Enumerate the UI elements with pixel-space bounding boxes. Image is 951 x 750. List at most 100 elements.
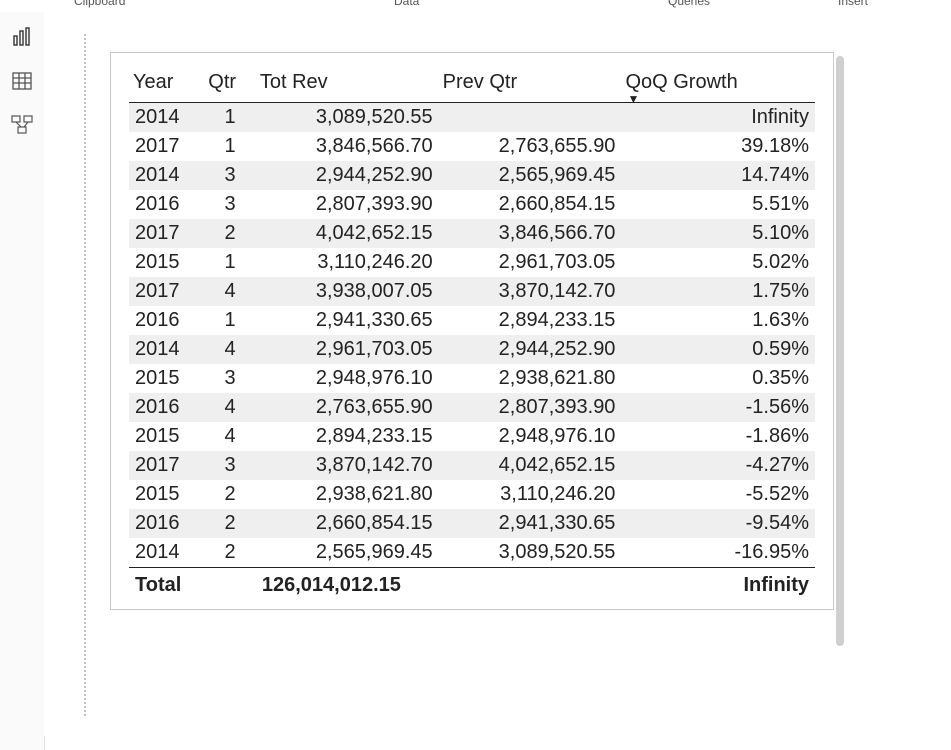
cell-qtr: 2 — [204, 509, 256, 538]
cell-prev: 2,660,854.15 — [439, 190, 622, 219]
cell-rev: 2,941,330.65 — [256, 306, 439, 335]
table-row[interactable]: 201733,870,142.704,042,652.15-4.27% — [129, 451, 815, 480]
total-label: Total — [129, 568, 256, 600]
cell-year: 2016 — [129, 509, 204, 538]
cell-rev: 4,042,652.15 — [256, 219, 439, 248]
cell-qoq: -16.95% — [621, 538, 815, 568]
cell-year: 2014 — [129, 335, 204, 364]
table-row[interactable]: 201713,846,566.702,763,655.9039.18% — [129, 132, 815, 161]
cell-qoq: -9.54% — [621, 509, 815, 538]
cell-prev: 2,941,330.65 — [439, 509, 622, 538]
report-view-button[interactable] — [11, 26, 33, 48]
cell-qtr: 1 — [204, 103, 256, 133]
cell-prev — [439, 103, 622, 133]
cell-rev: 2,944,252.90 — [256, 161, 439, 190]
view-rail — [0, 12, 45, 750]
cell-qtr: 4 — [204, 393, 256, 422]
cell-rev: 2,660,854.15 — [256, 509, 439, 538]
table-row[interactable]: 201522,938,621.803,110,246.20-5.52% — [129, 480, 815, 509]
model-view-button[interactable] — [11, 114, 33, 136]
cell-rev: 2,948,976.10 — [256, 364, 439, 393]
cell-rev: 3,089,520.55 — [256, 103, 439, 133]
col-header-year[interactable]: Year — [129, 65, 204, 103]
table-row[interactable]: 201612,941,330.652,894,233.151.63% — [129, 306, 815, 335]
table-row[interactable]: 201642,763,655.902,807,393.90-1.56% — [129, 393, 815, 422]
cell-qoq: -1.86% — [621, 422, 815, 451]
col-header-rev[interactable]: Tot Rev — [256, 65, 439, 103]
cell-rev: 2,938,621.80 — [256, 480, 439, 509]
table-row[interactable]: 201513,110,246.202,961,703.055.02% — [129, 248, 815, 277]
cell-qoq: 39.18% — [621, 132, 815, 161]
ribbon-group-insert: Insert — [838, 0, 868, 8]
cell-year: 2015 — [129, 422, 204, 451]
vertical-scrollbar[interactable] — [836, 56, 844, 646]
cell-prev: 2,948,976.10 — [439, 422, 622, 451]
table-row[interactable]: 201743,938,007.053,870,142.701.75% — [129, 277, 815, 306]
table-total-row: Total 126,014,012.15 Infinity — [129, 568, 815, 600]
cell-year: 2017 — [129, 277, 204, 306]
table-icon — [12, 71, 32, 91]
cell-prev: 2,894,233.15 — [439, 306, 622, 335]
cell-prev: 3,110,246.20 — [439, 480, 622, 509]
model-icon — [11, 115, 33, 135]
cell-qtr: 2 — [204, 219, 256, 248]
ribbon-group-clipboard: Clipboard — [74, 0, 125, 8]
total-prev — [439, 568, 622, 600]
cell-rev: 2,565,969.45 — [256, 538, 439, 568]
qoq-table: Year Qtr Tot Rev Prev Qtr QoQ Growth ▼ 2… — [129, 65, 815, 599]
cell-year: 2017 — [129, 451, 204, 480]
cell-prev: 2,763,655.90 — [439, 132, 622, 161]
col-header-qtr[interactable]: Qtr — [204, 65, 256, 103]
cell-year: 2015 — [129, 364, 204, 393]
table-row[interactable]: 201432,944,252.902,565,969.4514.74% — [129, 161, 815, 190]
cell-qoq: 5.02% — [621, 248, 815, 277]
table-row[interactable]: 201542,894,233.152,948,976.10-1.86% — [129, 422, 815, 451]
cell-qoq: -4.27% — [621, 451, 815, 480]
cell-prev: 4,042,652.15 — [439, 451, 622, 480]
table-row[interactable]: 201442,961,703.052,944,252.900.59% — [129, 335, 815, 364]
table-row[interactable]: 201724,042,652.153,846,566.705.10% — [129, 219, 815, 248]
cell-qtr: 2 — [204, 480, 256, 509]
table-body: 201413,089,520.55Infinity201713,846,566.… — [129, 103, 815, 568]
cell-year: 2014 — [129, 538, 204, 568]
ribbon-group-data: Data — [394, 0, 419, 8]
canvas-guide-line — [84, 34, 86, 716]
table-row[interactable]: 201632,807,393.902,660,854.155.51% — [129, 190, 815, 219]
cell-year: 2016 — [129, 190, 204, 219]
bar-chart-icon — [12, 27, 32, 47]
cell-qoq: 1.75% — [621, 277, 815, 306]
cell-qtr: 1 — [204, 306, 256, 335]
table-row[interactable]: 201622,660,854.152,941,330.65-9.54% — [129, 509, 815, 538]
cell-rev: 3,938,007.05 — [256, 277, 439, 306]
cell-qoq: -5.52% — [621, 480, 815, 509]
cell-qoq: 1.63% — [621, 306, 815, 335]
table-visual[interactable]: Year Qtr Tot Rev Prev Qtr QoQ Growth ▼ 2… — [110, 52, 834, 610]
cell-qtr: 2 — [204, 538, 256, 568]
table-row[interactable]: 201422,565,969.453,089,520.55-16.95% — [129, 538, 815, 568]
table-row[interactable]: 201413,089,520.55Infinity — [129, 103, 815, 133]
cell-qoq: 5.51% — [621, 190, 815, 219]
cell-prev: 3,089,520.55 — [439, 538, 622, 568]
table-row[interactable]: 201532,948,976.102,938,621.800.35% — [129, 364, 815, 393]
cell-year: 2017 — [129, 219, 204, 248]
report-canvas[interactable]: Year Qtr Tot Rev Prev Qtr QoQ Growth ▼ 2… — [44, 12, 951, 736]
cell-qtr: 4 — [204, 277, 256, 306]
cell-qtr: 3 — [204, 451, 256, 480]
col-header-qoq[interactable]: QoQ Growth ▼ — [621, 65, 815, 103]
cell-qoq: 14.74% — [621, 161, 815, 190]
cell-year: 2016 — [129, 306, 204, 335]
cell-qoq: 5.10% — [621, 219, 815, 248]
cell-qtr: 3 — [204, 161, 256, 190]
cell-qtr: 1 — [204, 132, 256, 161]
cell-qtr: 1 — [204, 248, 256, 277]
cell-rev: 3,870,142.70 — [256, 451, 439, 480]
cell-qtr: 3 — [204, 190, 256, 219]
cell-rev: 2,763,655.90 — [256, 393, 439, 422]
cell-prev: 2,807,393.90 — [439, 393, 622, 422]
col-header-prev[interactable]: Prev Qtr — [439, 65, 622, 103]
cell-year: 2017 — [129, 132, 204, 161]
cell-qtr: 3 — [204, 364, 256, 393]
data-view-button[interactable] — [11, 70, 33, 92]
cell-qoq: 0.59% — [621, 335, 815, 364]
cell-year: 2015 — [129, 248, 204, 277]
